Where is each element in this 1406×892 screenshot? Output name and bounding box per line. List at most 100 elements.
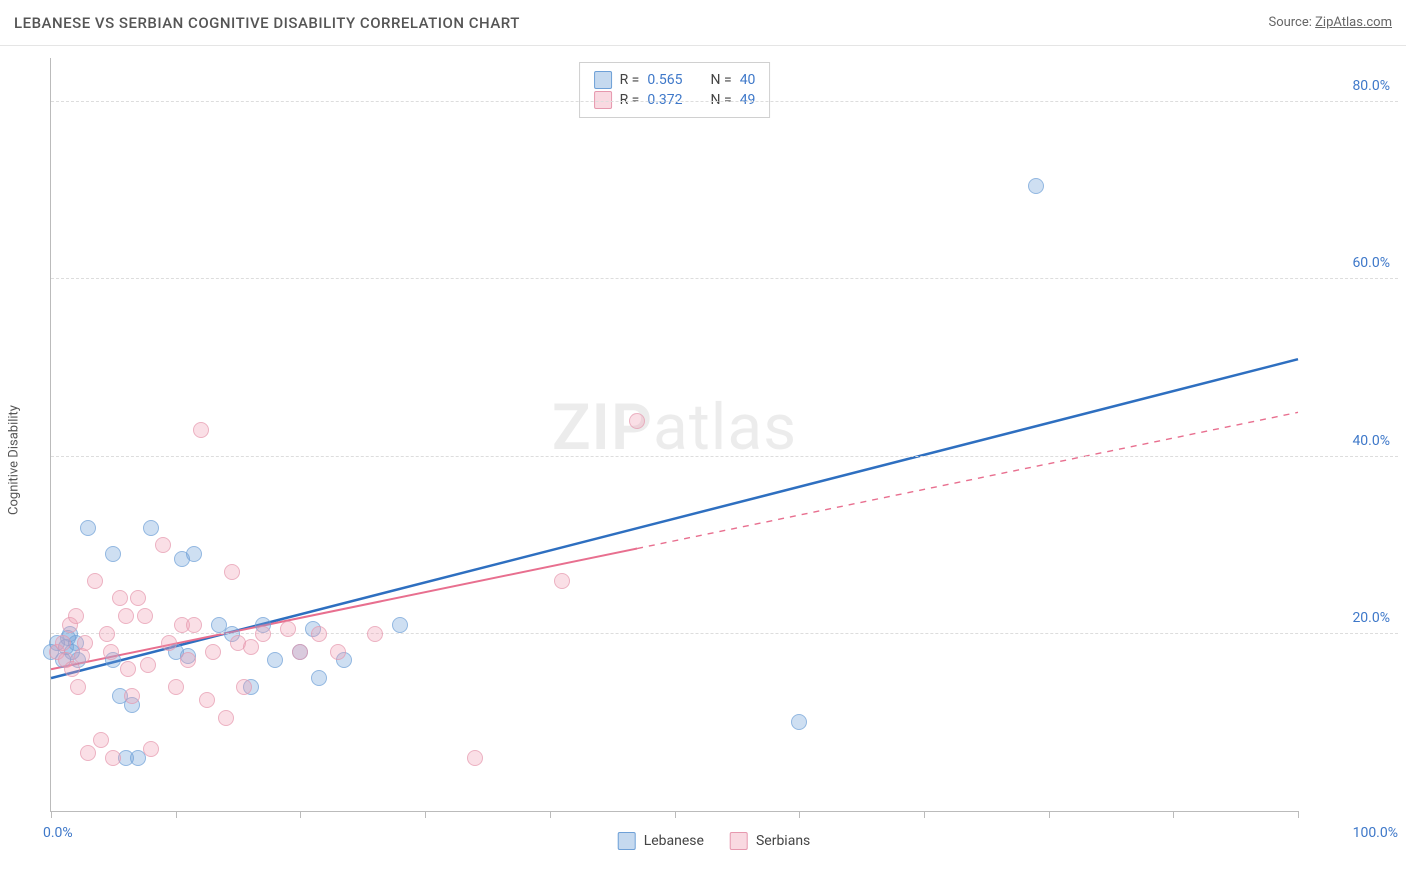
gridline <box>51 278 1398 279</box>
x-tick <box>51 811 52 818</box>
gridline <box>51 456 1398 457</box>
legend-item: Lebanese <box>618 832 704 850</box>
scatter-point <box>155 537 171 553</box>
n-value: 40 <box>740 72 756 88</box>
scatter-point <box>292 644 308 660</box>
r-value: 0.565 <box>647 72 682 88</box>
scatter-point <box>1028 178 1044 194</box>
scatter-point <box>120 661 136 677</box>
scatter-point <box>55 635 71 651</box>
series-name: Serbians <box>756 833 810 849</box>
gridline <box>51 633 1398 634</box>
n-value: 49 <box>740 92 756 108</box>
x-tick <box>300 811 301 818</box>
scatter-point <box>143 741 159 757</box>
legend-swatch <box>618 832 636 850</box>
scatter-point <box>99 626 115 642</box>
scatter-point <box>118 608 134 624</box>
scatter-point <box>311 670 327 686</box>
chart-title: LEBANESE VS SERBIAN COGNITIVE DISABILITY… <box>14 14 520 32</box>
legend-row: R = 0.372 N = 49 <box>594 91 756 109</box>
legend-row: R = 0.565 N = 40 <box>594 71 756 89</box>
source-link[interactable]: ZipAtlas.com <box>1315 15 1392 30</box>
y-tick-label: 80.0% <box>1310 78 1390 94</box>
scatter-point <box>255 626 271 642</box>
legend-swatch <box>594 71 612 89</box>
scatter-point <box>218 710 234 726</box>
y-tick-label: 20.0% <box>1310 610 1390 626</box>
scatter-point <box>629 413 645 429</box>
scatter-point <box>186 617 202 633</box>
scatter-point <box>392 617 408 633</box>
chart-area: Cognitive Disability ZIPatlas R =0.565N … <box>30 46 1398 874</box>
scatter-point <box>80 520 96 536</box>
scatter-point <box>280 621 296 637</box>
trend-line-dashed <box>637 412 1298 548</box>
gridline <box>51 101 1398 102</box>
scatter-point <box>311 626 327 642</box>
y-tick-label: 40.0% <box>1310 433 1390 449</box>
scatter-point <box>103 644 119 660</box>
scatter-point <box>243 639 259 655</box>
scatter-point <box>77 635 93 651</box>
scatter-point <box>124 688 140 704</box>
scatter-point <box>367 626 383 642</box>
x-tick <box>675 811 676 818</box>
x-tick <box>799 811 800 818</box>
r-value: 0.372 <box>647 92 682 108</box>
scatter-point <box>180 652 196 668</box>
scatter-point <box>168 679 184 695</box>
scatter-point <box>70 679 86 695</box>
scatter-point <box>199 692 215 708</box>
legend-swatch <box>594 91 612 109</box>
series-legend: Lebanese Serbians <box>618 832 811 850</box>
scatter-point <box>193 422 209 438</box>
x-tick <box>1298 811 1299 818</box>
legend-swatch <box>730 832 748 850</box>
scatter-point <box>80 745 96 761</box>
scatter-point <box>236 679 252 695</box>
series-name: Lebanese <box>644 833 704 849</box>
scatter-point <box>105 546 121 562</box>
scatter-point <box>554 573 570 589</box>
scatter-point <box>105 750 121 766</box>
legend-item: Serbians <box>730 832 810 850</box>
plot-area: ZIPatlas R =0.565N =40R =0.372N =49 0.0%… <box>50 58 1298 812</box>
scatter-point <box>467 750 483 766</box>
scatter-point <box>87 573 103 589</box>
scatter-point <box>68 608 84 624</box>
source-attribution: Source: ZipAtlas.com <box>1268 15 1392 30</box>
scatter-point <box>267 652 283 668</box>
scatter-point <box>791 714 807 730</box>
scatter-point <box>224 564 240 580</box>
scatter-point <box>137 608 153 624</box>
x-tick <box>550 811 551 818</box>
scatter-point <box>93 732 109 748</box>
scatter-point <box>130 590 146 606</box>
y-tick-label: 60.0% <box>1310 255 1390 271</box>
scatter-point <box>64 661 80 677</box>
header: LEBANESE VS SERBIAN COGNITIVE DISABILITY… <box>0 0 1406 46</box>
x-tick <box>924 811 925 818</box>
scatter-point <box>112 590 128 606</box>
correlation-legend: R = 0.565 N = 40 R = 0.372 N = 49 <box>579 62 771 118</box>
r-label: R = <box>620 92 640 108</box>
x-axis-min-label: 0.0% <box>43 825 73 841</box>
x-tick <box>425 811 426 818</box>
scatter-point <box>143 520 159 536</box>
scatter-point <box>140 657 156 673</box>
x-axis-max-label: 100.0% <box>1353 825 1398 841</box>
x-tick <box>1049 811 1050 818</box>
scatter-point <box>186 546 202 562</box>
r-label: R = <box>620 72 640 88</box>
scatter-point <box>161 635 177 651</box>
trend-lines <box>51 58 1298 811</box>
scatter-point <box>330 644 346 660</box>
x-tick <box>1173 811 1174 818</box>
source-prefix: Source: <box>1268 15 1315 30</box>
y-axis-label: Cognitive Disability <box>7 405 22 515</box>
scatter-point <box>205 644 221 660</box>
n-label: N = <box>711 92 732 108</box>
n-label: N = <box>711 72 732 88</box>
x-tick <box>176 811 177 818</box>
